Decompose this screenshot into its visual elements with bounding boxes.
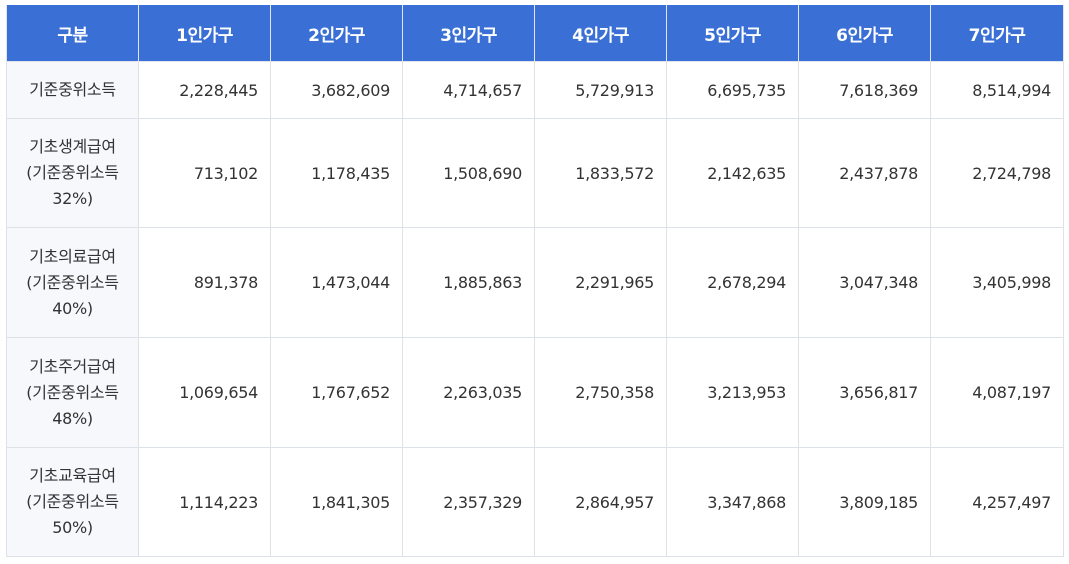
table-cell: 1,767,652 — [270, 337, 403, 448]
income-table-container: 구분 1인가구 2인가구 3인가구 4인가구 5인가구 6인가구 7인가구 기준… — [6, 5, 1064, 557]
table-cell: 2,864,957 — [534, 447, 667, 557]
table-cell: 3,405,998 — [930, 227, 1064, 338]
table-cell: 891,378 — [138, 227, 271, 338]
row-label-line: 40%) — [52, 298, 93, 318]
table-cell: 1,885,863 — [402, 227, 535, 338]
row-label-medical-benefit: 기초의료급여 (기준중위소득 40%) — [6, 227, 139, 338]
row-label-line: 기초의료급여 — [29, 246, 116, 266]
header-household-6: 6인가구 — [798, 5, 931, 62]
table-cell: 1,473,044 — [270, 227, 403, 338]
row-label-line: 기초생계급여 — [29, 137, 116, 156]
row-label-housing-benefit: 기초주거급여 (기준중위소득 48%) — [6, 337, 139, 448]
header-household-7: 7인가구 — [930, 5, 1064, 62]
header-household-1: 1인가구 — [138, 5, 271, 62]
table-row: 기초교육급여 (기준중위소득 50%) 1,114,223 1,841,305 … — [6, 447, 1064, 557]
header-household-2: 2인가구 — [270, 5, 403, 62]
table-cell: 2,291,965 — [534, 227, 667, 338]
row-label-line: (기준중위소득 — [26, 492, 119, 511]
table-row: 기초의료급여 (기준중위소득 40%) 891,378 1,473,044 1,… — [6, 227, 1064, 338]
row-label-education-benefit: 기초교육급여 (기준중위소득 50%) — [6, 447, 139, 557]
row-label-line: 기초교육급여 — [29, 466, 116, 485]
table-row: 기준중위소득 2,228,445 3,682,609 4,714,657 5,7… — [6, 61, 1064, 119]
income-table: 구분 1인가구 2인가구 3인가구 4인가구 5인가구 6인가구 7인가구 기준… — [6, 5, 1064, 557]
table-cell: 3,213,953 — [666, 337, 799, 448]
table-cell: 2,228,445 — [138, 61, 271, 119]
row-label-livelihood-benefit: 기초생계급여 (기준중위소득 32%) — [6, 118, 139, 228]
row-label-line: 기준중위소득 — [29, 80, 116, 99]
row-label-line: 32%) — [52, 189, 93, 208]
table-cell: 2,142,635 — [666, 118, 799, 228]
table-cell: 5,729,913 — [534, 61, 667, 119]
table-cell: 4,087,197 — [930, 337, 1064, 448]
header-household-3: 3인가구 — [402, 5, 535, 62]
table-cell: 3,047,348 — [798, 227, 931, 338]
header-category: 구분 — [6, 5, 139, 62]
row-label-line: 48%) — [52, 408, 93, 428]
table-cell: 2,263,035 — [402, 337, 535, 448]
row-label-line: (기준중위소득 — [26, 272, 119, 292]
table-cell: 4,714,657 — [402, 61, 535, 119]
table-cell: 1,114,223 — [138, 447, 271, 557]
row-label-line: 기초주거급여 — [29, 356, 116, 376]
table-cell: 2,750,358 — [534, 337, 667, 448]
table-cell: 2,437,878 — [798, 118, 931, 228]
table-cell: 8,514,994 — [930, 61, 1064, 119]
table-cell: 1,178,435 — [270, 118, 403, 228]
header-household-5: 5인가구 — [666, 5, 799, 62]
table-cell: 1,508,690 — [402, 118, 535, 228]
table-cell: 3,809,185 — [798, 447, 931, 557]
row-label-median-income: 기준중위소득 — [6, 61, 139, 119]
row-label-line: (기준중위소득 — [26, 163, 119, 182]
table-cell: 4,257,497 — [930, 447, 1064, 557]
table-cell: 1,069,654 — [138, 337, 271, 448]
row-label-line: (기준중위소득 — [26, 382, 119, 402]
table-header-row: 구분 1인가구 2인가구 3인가구 4인가구 5인가구 6인가구 7인가구 — [6, 5, 1064, 62]
table-row: 기초주거급여 (기준중위소득 48%) 1,069,654 1,767,652 … — [6, 337, 1064, 448]
table-cell: 2,357,329 — [402, 447, 535, 557]
table-cell: 1,833,572 — [534, 118, 667, 228]
table-cell: 3,656,817 — [798, 337, 931, 448]
table-cell: 2,678,294 — [666, 227, 799, 338]
header-household-4: 4인가구 — [534, 5, 667, 62]
table-row: 기초생계급여 (기준중위소득 32%) 713,102 1,178,435 1,… — [6, 118, 1064, 228]
table-cell: 2,724,798 — [930, 118, 1064, 228]
table-cell: 713,102 — [138, 118, 271, 228]
table-cell: 1,841,305 — [270, 447, 403, 557]
row-label-line: 50%) — [52, 518, 93, 537]
table-cell: 6,695,735 — [666, 61, 799, 119]
table-cell: 3,682,609 — [270, 61, 403, 119]
table-cell: 7,618,369 — [798, 61, 931, 119]
table-cell: 3,347,868 — [666, 447, 799, 557]
